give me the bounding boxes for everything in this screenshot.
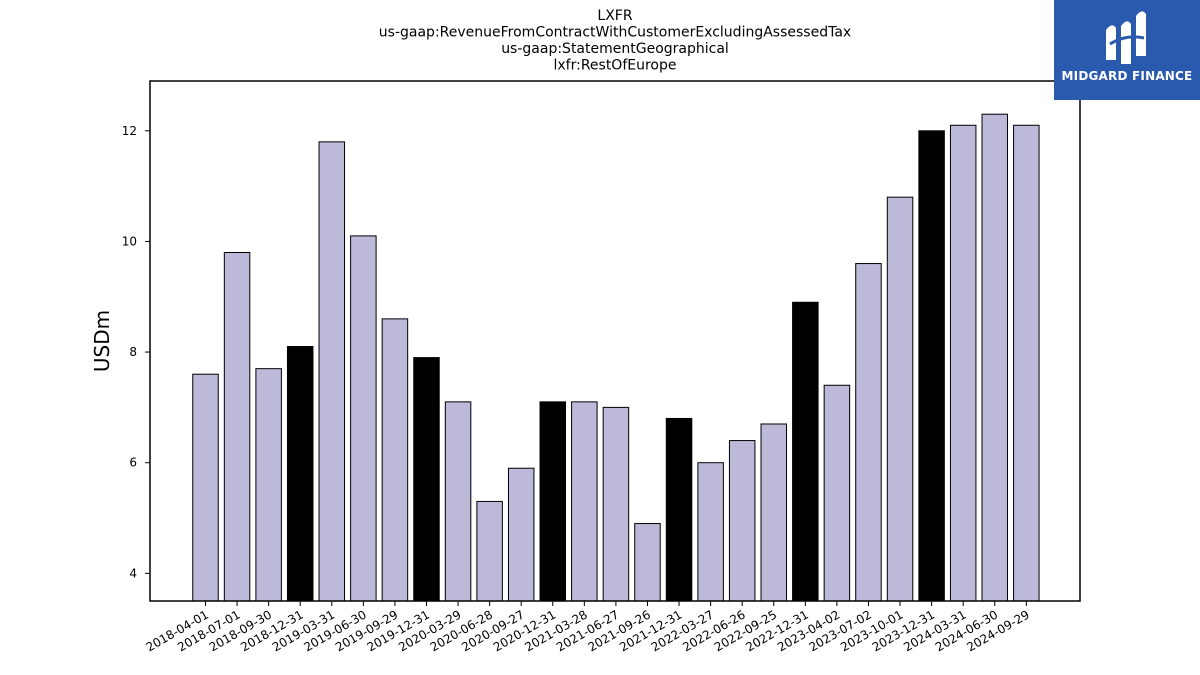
company-logo: MIDGARD FINANCE [1054, 0, 1200, 100]
bar-2024-03-31 [949, 124, 977, 602]
x-axis-ticks: 2018-04-012018-07-012018-09-302018-12-31… [144, 601, 1032, 654]
bar-2020-03-29 [444, 401, 472, 602]
bar-2023-12-31 [918, 130, 945, 602]
bar-2021-12-31 [665, 417, 693, 602]
y-tick-label: 8 [129, 345, 137, 359]
bar-2020-09-27 [507, 467, 535, 602]
bar-2022-03-27 [697, 462, 724, 602]
y-tick-label: 10 [122, 234, 137, 248]
bar-2020-12-31 [539, 401, 567, 602]
bar-2023-10-01 [886, 196, 914, 602]
bar-2019-06-30 [350, 235, 377, 602]
bar-2018-07-01 [223, 251, 251, 602]
y-tick-label: 12 [122, 124, 137, 138]
title-line: us-gaap:StatementGeographical [501, 41, 729, 57]
axes [149, 80, 1081, 602]
title-line: us-gaap:RevenueFromContractWithCustomerE… [379, 25, 851, 41]
y-tick-label: 4 [129, 566, 137, 580]
y-tick-label: 6 [129, 456, 137, 470]
chart-title: LXFRus-gaap:RevenueFromContractWithCusto… [379, 8, 851, 74]
bar-2023-07-02 [855, 263, 882, 602]
logo-text: MIDGARD FINANCE [1061, 69, 1193, 83]
bars [192, 113, 1040, 602]
bar-2021-09-26 [634, 523, 661, 602]
bar-2020-06-28 [476, 500, 503, 602]
bar-2019-12-31 [413, 357, 440, 602]
y-axis-ticks: 4 6 8 10 12 [122, 124, 150, 580]
bar-2018-12-31 [286, 346, 314, 602]
bar-2023-04-02 [823, 384, 851, 602]
bar-2024-06-30 [981, 113, 1008, 602]
bar-2019-03-31 [318, 141, 346, 602]
title-line: LXFR [597, 8, 632, 24]
bar-2021-03-28 [571, 401, 598, 602]
bar-2022-06-26 [728, 440, 756, 602]
title-line: lxfr:RestOfEurope [553, 58, 676, 74]
logo-mark-icon [1106, 11, 1146, 64]
bar-2022-12-31 [792, 301, 819, 602]
bar-2018-09-30 [255, 368, 282, 602]
bar-2019-09-29 [381, 318, 409, 602]
bar-2021-06-27 [602, 406, 630, 602]
bar-2024-09-29 [1013, 124, 1040, 602]
y-axis-label: USDm [90, 310, 114, 372]
bar-2018-04-01 [192, 373, 219, 602]
plot-frame [149, 80, 1081, 602]
bar-2022-09-25 [760, 423, 788, 602]
